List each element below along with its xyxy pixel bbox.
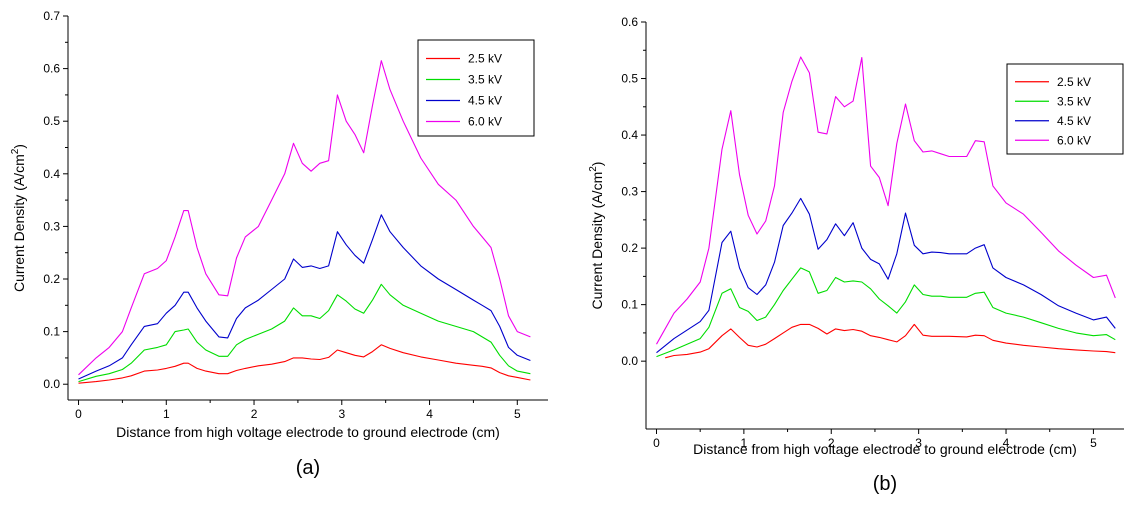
legend-label: 3.5 kV (468, 73, 502, 87)
x-tick-label: 0 (653, 436, 660, 450)
x-tick-label: 5 (1090, 436, 1097, 450)
series-line-2 (78, 214, 531, 380)
x-tick-label: 5 (514, 407, 521, 421)
panel-label: (a) (296, 457, 320, 479)
legend-label: 4.5 kV (1057, 114, 1091, 128)
legend-label: 4.5 kV (468, 94, 502, 108)
legend-label: 2.5 kV (468, 52, 502, 66)
y-tick-label: 0.4 (621, 128, 638, 142)
y-tick-label: 0.6 (43, 62, 60, 76)
y-tick-label: 0.5 (621, 72, 638, 86)
series-line-3 (78, 60, 531, 376)
series-line-1 (656, 267, 1116, 358)
chart-panel-1: 0.0 0.1 0.2 0.3 0.4 0.5 0.6 0 1 2 3 4 5 Distance from… (588, 15, 1124, 495)
x-tick-label: 4 (1003, 436, 1010, 450)
y-axis-label: Current Density (A/cm2) (10, 144, 27, 292)
x-tick-label: 2 (828, 436, 835, 450)
series-line-2 (656, 197, 1116, 354)
legend: 2.5 kV 3.5 kV 4.5 kV 6.0 kV (417, 39, 535, 137)
y-tick-label: 0.0 (621, 354, 638, 368)
legend: 2.5 kV 3.5 kV 4.5 kV 6.0 kV (1006, 63, 1124, 155)
y-tick-label: 0.0 (43, 377, 60, 391)
legend-label: 6.0 kV (468, 115, 502, 129)
x-axis-label: Distance from high voltage electrode to … (693, 441, 1077, 457)
legend-label: 3.5 kV (1057, 94, 1091, 108)
legend-box (417, 39, 535, 137)
panel-label: (b) (873, 473, 897, 495)
legend-box (1006, 63, 1124, 155)
y-tick-label: 0.7 (43, 9, 60, 23)
series-line-0 (78, 344, 531, 384)
y-tick-label: 0.3 (43, 219, 60, 233)
y-tick-label: 0.2 (621, 241, 638, 255)
x-tick-label: 2 (251, 407, 258, 421)
x-tick-label: 4 (426, 407, 433, 421)
x-axis-label: Distance from high voltage electrode to … (116, 424, 500, 440)
x-tick-label: 0 (75, 407, 82, 421)
y-tick-label: 0.2 (43, 272, 60, 286)
y-tick-label: 0.1 (621, 298, 638, 312)
y-axis-label: Current Density (A/cm2) (588, 162, 605, 310)
x-tick-label: 1 (163, 407, 170, 421)
y-tick-label: 0.3 (621, 185, 638, 199)
y-tick-label: 0.6 (621, 15, 638, 29)
y-tick-label: 0.4 (43, 167, 60, 181)
x-tick-label: 3 (338, 407, 345, 421)
x-tick-label: 3 (915, 436, 922, 450)
series-line-1 (78, 283, 531, 383)
series-line-0 (665, 323, 1116, 359)
x-tick-label: 1 (741, 436, 748, 450)
chart-panel-0: 0.0 0.1 0.2 0.3 0.4 0.5 0.6 0.7 0 1 2 3 4 5 Distance f… (10, 9, 548, 479)
legend-label: 2.5 kV (1057, 75, 1091, 89)
y-tick-label: 0.5 (43, 114, 60, 128)
y-tick-label: 0.1 (43, 325, 60, 339)
legend-label: 6.0 kV (1057, 133, 1091, 147)
series-line-3 (656, 56, 1116, 345)
